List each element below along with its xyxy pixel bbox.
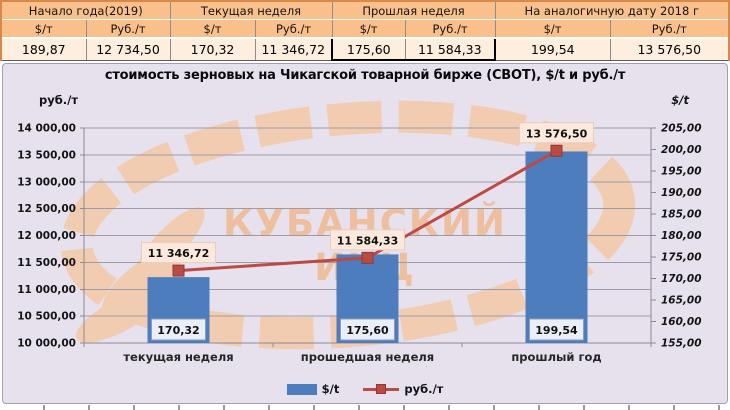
right-axis-tick-label: 200,00 xyxy=(661,144,702,156)
legend-label-rub: руб./т xyxy=(404,382,444,396)
legend-marker-glyph xyxy=(376,384,387,394)
group-header-current-week[interactable]: Текущая неделя xyxy=(169,2,333,20)
unit-header-rub[interactable]: Руб./т xyxy=(254,19,333,39)
legend-bar-swatch xyxy=(286,383,317,395)
table-value-row: 189,87 12 734,50 170,32 11 346,72 175,60… xyxy=(2,37,729,61)
right-axis-tick-label: 160,00 xyxy=(661,316,702,328)
left-axis-title: руб./т xyxy=(39,93,78,107)
bar-data-label-box xyxy=(529,318,584,341)
summary-table: Начало года(2019) Текущая неделя Прошлая… xyxy=(2,2,729,61)
right-axis-tick-label: 155,00 xyxy=(661,338,702,350)
right-axis-tick-label: 165,00 xyxy=(661,295,702,307)
table-chart-gap xyxy=(0,61,730,63)
right-axis-tick-label: 175,00 xyxy=(661,252,702,264)
bar-data-label: 175,60 xyxy=(346,324,389,337)
unit-header-usd[interactable]: $/т xyxy=(2,19,87,39)
left-axis-tick-label: 10 500,00 xyxy=(17,311,76,323)
left-axis-tick-label: 11 500,00 xyxy=(17,257,76,269)
bar-data-label: 170,32 xyxy=(157,324,199,337)
right-axis-tick-label: 205,00 xyxy=(661,123,702,135)
left-axis-tick-label: 13 000,00 xyxy=(17,176,76,188)
value-year-start-usd[interactable]: 189,87 xyxy=(2,38,87,61)
table-unit-header-row: $/т Руб./т $/т Руб./т $/т Руб./т $/т Руб… xyxy=(2,19,729,39)
line-data-label-box xyxy=(519,122,594,144)
bar-data-label-box xyxy=(340,318,395,341)
left-axis-tick-label: 12 500,00 xyxy=(17,203,76,215)
table-group-header-row: Начало года(2019) Текущая неделя Прошлая… xyxy=(2,2,729,20)
left-axis-tick-label: 11 000,00 xyxy=(17,284,76,296)
bar[interactable] xyxy=(525,151,588,343)
value-current-week-usd[interactable]: 170,32 xyxy=(169,38,256,61)
line-marker[interactable] xyxy=(172,264,185,277)
value-current-week-rub[interactable]: 11 346,72 xyxy=(254,38,333,61)
legend-item-usd[interactable]: $/t xyxy=(286,382,340,396)
left-axis-tick-label: 12 000,00 xyxy=(17,230,76,242)
unit-header-rub[interactable]: Руб./т xyxy=(404,19,496,39)
legend-label-usd: $/t xyxy=(321,382,340,396)
left-axis-tick-label: 13 500,00 xyxy=(17,149,76,161)
chart-title[interactable]: стоимость зерновых на Чикагской товарной… xyxy=(104,68,626,83)
category-label: текущая неделя xyxy=(123,350,233,364)
category-label: прошлый год xyxy=(511,350,601,364)
excel-gridline-stubs xyxy=(0,405,730,410)
line-marker[interactable] xyxy=(550,144,563,157)
value-same-date-2018-usd[interactable]: 199,54 xyxy=(494,38,611,61)
line-data-label: 13 576,50 xyxy=(526,127,588,140)
chart-panel: стоимость зерновых на Чикагской товарной… xyxy=(2,63,728,404)
value-same-date-2018-rub[interactable]: 13 576,50 xyxy=(609,38,729,61)
line-data-label: 11 346,72 xyxy=(148,247,210,260)
value-year-start-rub[interactable]: 12 734,50 xyxy=(85,38,171,61)
group-header-year-start[interactable]: Начало года(2019) xyxy=(2,2,171,20)
unit-header-rub[interactable]: Руб./т xyxy=(85,19,171,39)
unit-header-rub[interactable]: Руб./т xyxy=(609,19,729,39)
right-axis-tick-label: 190,00 xyxy=(661,187,702,199)
right-axis-title: $/t xyxy=(671,93,689,107)
legend-item-rub[interactable]: руб./т xyxy=(363,382,443,396)
group-header-same-date-2018[interactable]: На аналогичную дату 2018 г xyxy=(494,2,729,20)
summary-table-wrap: Начало года(2019) Текущая неделя Прошлая… xyxy=(0,0,730,61)
unit-header-usd[interactable]: $/т xyxy=(494,19,611,39)
value-last-week-usd[interactable]: 175,60 xyxy=(331,37,406,61)
line-data-label-box xyxy=(330,229,405,251)
right-axis-tick-label: 195,00 xyxy=(661,166,702,178)
left-axis-tick-label: 10 000,00 xyxy=(17,338,76,350)
unit-header-usd[interactable]: $/т xyxy=(331,19,406,39)
right-axis-tick-label: 180,00 xyxy=(661,230,702,242)
legend-line-swatch xyxy=(363,383,400,395)
line-data-label: 11 584,33 xyxy=(337,234,399,247)
unit-header-usd[interactable]: $/т xyxy=(169,19,256,39)
right-axis-tick-label: 170,00 xyxy=(661,273,702,285)
group-header-last-week[interactable]: Прошлая неделя xyxy=(331,2,496,20)
line-marker[interactable] xyxy=(361,251,374,264)
chart-legend: $/t руб./т xyxy=(3,382,727,396)
value-last-week-rub[interactable]: 11 584,33 xyxy=(404,37,497,61)
bar-data-label-box xyxy=(151,318,206,341)
left-axis-tick-label: 14 000,00 xyxy=(17,123,76,135)
right-axis-tick-label: 185,00 xyxy=(661,209,702,221)
category-label: прошедшая неделя xyxy=(301,350,434,364)
line-data-label-box xyxy=(141,242,216,264)
bar-data-label: 199,54 xyxy=(535,324,578,337)
